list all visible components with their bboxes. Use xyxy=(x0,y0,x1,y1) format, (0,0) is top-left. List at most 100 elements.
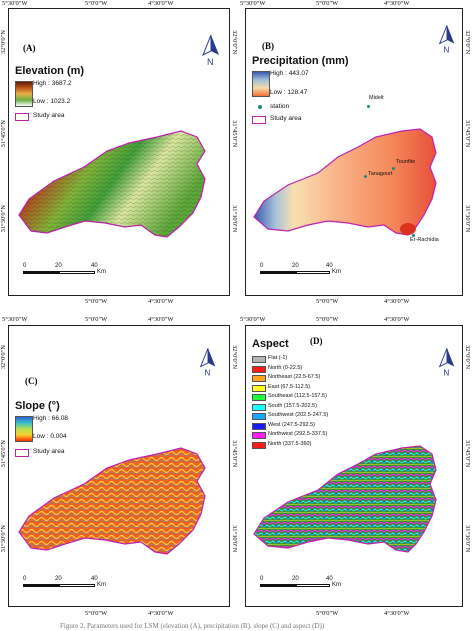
north-arrow-icon: N xyxy=(438,348,455,378)
aspect-class-label: Northwest (292.5-337.5) xyxy=(268,431,328,437)
legend-title: Elevation (m) xyxy=(15,65,85,77)
legend-title: Slope (°) xyxy=(15,400,60,412)
coord-label: 4°30'0"W xyxy=(148,316,174,323)
aspect-class-swatch xyxy=(252,441,266,449)
scale-tick: 20 xyxy=(292,263,299,269)
slope-map xyxy=(18,447,206,555)
legend-high: High : 3687.2 xyxy=(33,80,72,87)
coord-label: 4°30'0"W xyxy=(148,0,174,7)
station-marker-icon xyxy=(412,234,415,237)
coord-label: 4°30'0"W xyxy=(148,610,174,617)
legend-low: Low : 0.004 xyxy=(33,433,67,440)
station-marker-icon xyxy=(392,167,395,170)
aspect-class-swatch xyxy=(252,384,266,392)
coord-label: 5°30'0"W xyxy=(2,0,28,7)
elevation-map xyxy=(18,130,206,238)
coord-label: 5°30'0"W xyxy=(240,316,266,323)
scale-bar-segment xyxy=(296,584,330,587)
legend-high: High : 443.07 xyxy=(270,70,309,77)
study-area-label: Study area xyxy=(270,115,302,122)
scale-tick: 0 xyxy=(260,263,264,269)
scale-bar-segment xyxy=(59,584,95,587)
coord-label: 5°0'0"W xyxy=(316,298,339,305)
panel-slope: N (C) Slope (°) High : 66.08 Low : 0.004… xyxy=(8,325,230,607)
precipitation-color-ramp xyxy=(252,71,270,97)
aspect-class-label: North (0-22.5) xyxy=(268,364,303,371)
aspect-class-label: West (247.5-292.5) xyxy=(268,421,315,428)
coord-label: 31°30'0"N xyxy=(231,205,238,233)
precipitation-map xyxy=(253,128,437,236)
coord-label: 31°45'0"N xyxy=(231,440,238,468)
scale-unit: Km xyxy=(97,269,106,275)
scale-tick: 40 xyxy=(326,576,333,582)
scale-tick: 20 xyxy=(55,576,62,582)
coord-label: 4°30'0"W xyxy=(384,316,410,323)
scale-unit: Km xyxy=(332,582,341,588)
coord-label: 5°0'0"W xyxy=(85,298,108,305)
scale-tick: 20 xyxy=(55,263,62,269)
station-marker-icon xyxy=(367,105,370,108)
scale-bar-segment xyxy=(260,584,296,587)
coord-label: 5°0'0"W xyxy=(85,316,108,323)
panel-elevation: (A) N Elevation (m) High : 3687.2 Low : … xyxy=(8,8,230,296)
coord-label: 31°45'0"N xyxy=(0,120,7,148)
scale-tick: 40 xyxy=(326,263,333,269)
station-label: Midelt xyxy=(369,95,384,101)
scale-tick: 40 xyxy=(91,576,98,582)
panel-label: (B) xyxy=(262,41,274,51)
coord-label: 32°0'0"N xyxy=(231,345,238,370)
aspect-class-swatch xyxy=(252,403,266,411)
coord-label: 31°45'0"N xyxy=(464,440,471,468)
coord-label: 5°0'0"W xyxy=(316,610,339,617)
panel-label: (A) xyxy=(23,43,36,53)
coord-label: 32°0'0"N xyxy=(231,30,238,55)
figure-caption: Figure 2. Parameters used for LSM (eleva… xyxy=(60,622,325,630)
coord-label: 31°30'0"N xyxy=(464,525,471,553)
aspect-class-label: East (67.5-112.5) xyxy=(268,383,311,390)
aspect-class-label: Southeast (112.5-157.5) xyxy=(268,393,327,399)
aspect-class-swatch xyxy=(252,365,266,373)
north-arrow-icon: N xyxy=(438,25,455,55)
coord-label: 31°30'0"N xyxy=(0,525,7,553)
aspect-class-swatch xyxy=(252,375,266,382)
panel-label: (D) xyxy=(310,336,323,346)
scale-unit: Km xyxy=(97,582,106,588)
slope-color-ramp xyxy=(15,416,33,442)
aspect-map xyxy=(253,445,437,553)
scale-bar-segment xyxy=(59,271,95,274)
scale-bar-segment xyxy=(296,271,330,274)
coord-label: 31°45'0"N xyxy=(0,440,7,468)
coord-label: 4°30'0"W xyxy=(384,0,410,7)
coord-label: 4°30'0"W xyxy=(148,298,174,305)
scale-tick: 0 xyxy=(23,263,27,269)
scale-tick: 20 xyxy=(292,576,299,582)
panel-aspect: (D) N Aspect Flat (-1) North (0-22.5) Nort… xyxy=(245,325,463,607)
scale-bar-segment xyxy=(23,584,59,587)
scale-tick: 0 xyxy=(23,576,27,582)
scale-bar-segment xyxy=(23,271,59,274)
coord-label: 4°30'0"W xyxy=(384,610,410,617)
aspect-class-label: Northeast (22.5-67.5) xyxy=(268,374,321,380)
north-label: N xyxy=(207,57,214,67)
coord-label: 4°30'0"W xyxy=(384,298,410,305)
coord-label: 5°0'0"W xyxy=(316,0,339,7)
station-label: Tounfite xyxy=(396,159,416,165)
north-arrow-icon: N xyxy=(199,348,216,378)
coord-label: 32°0'0"N xyxy=(0,345,7,370)
coord-label: 31°45'0"N xyxy=(464,120,471,148)
legend-title: Aspect xyxy=(252,338,289,350)
north-label: N xyxy=(443,46,449,55)
legend-low: Low : 1023.2 xyxy=(33,98,71,105)
scale-unit: Km xyxy=(332,269,341,275)
coord-label: 5°30'0"W xyxy=(240,0,266,7)
north-label: N xyxy=(204,369,210,378)
aspect-class-label: Southwest (202.5-247.5) xyxy=(268,412,329,418)
north-arrow-icon: N xyxy=(202,34,219,67)
elevation-color-ramp xyxy=(15,81,33,107)
station-legend-label: station xyxy=(270,103,290,110)
study-area-swatch xyxy=(15,449,29,457)
station-label: Tanagourt xyxy=(368,171,393,177)
aspect-class-label: Flat (-1) xyxy=(268,355,288,361)
aspect-class-label: South (157.5-202.5) xyxy=(268,402,317,409)
aspect-class-swatch xyxy=(252,422,266,430)
